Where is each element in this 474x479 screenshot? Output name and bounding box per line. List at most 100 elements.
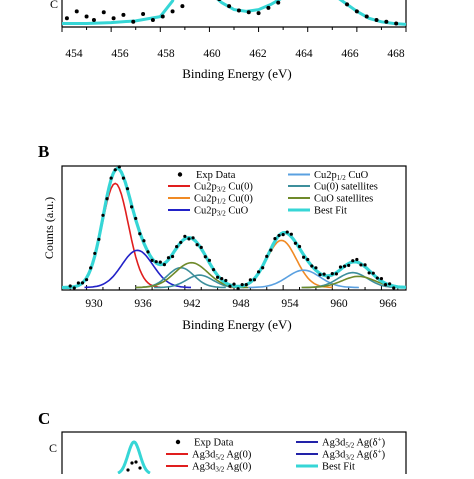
panel-a-exp-point [121,12,126,17]
legend-c-label-ag3d52-agd: Ag3d5/2 Ag(δ+) [322,436,386,450]
panel-b-peak-cu0_32 [70,182,161,288]
panel-b-tick-930: 930 [85,298,103,310]
panel-b-exp-point [130,205,134,209]
legend-c-label-exp-data: Exp Data [194,438,234,449]
panel-c: C C Exp Data Ag3d5/2 Ag(0) Ag3d3/2 Ag(0)… [38,409,407,479]
panel-b-exp-point [388,282,392,286]
panel-b-exp-point [314,266,318,270]
panel-a-exp-point [227,4,232,9]
panel-a-tick-460: 460 [203,48,221,60]
panel-a-best-fit-line [62,0,407,26]
panel-a-tick-466: 466 [341,48,359,60]
panel-c-plot [117,440,151,475]
panel-b-exp-point [236,287,240,291]
legend-label-cuo-satellites: CuO satellites [314,194,373,205]
panel-b-exp-point [297,244,302,249]
panel-b-exp-point [383,283,388,287]
panel-b-exp-point [232,282,236,286]
legend-label-best-fit: Best Fit [314,206,347,217]
panel-b-exp-point [355,257,359,262]
panel-b-exp-point [322,272,326,276]
panel-b-exp-point [72,286,76,290]
panel-a-y-label-fragment: C [50,0,58,11]
panel-b-exp-point [342,264,347,268]
panel-b-tick-942: 942 [183,298,201,310]
panel-b-exp-point [277,233,281,238]
legend-label-exp-data: Exp Data [196,170,236,181]
panel-a-tick-468: 468 [387,48,405,60]
panel-b-exp-point [175,245,179,249]
panel-b-plot [62,165,407,291]
panel-b-exp-point [306,257,310,262]
panel-a-x-ticks: 454 456 458 460 462 464 466 468 [65,48,405,60]
panel-b-exp-point [179,240,183,245]
panel-c-plot-frame [61,431,407,479]
panel-b-exp-point [224,278,228,283]
panel-b-exp-point [199,245,203,250]
panel-b-best-fit-line [62,166,407,290]
panel-b-exp-point [347,263,351,267]
panel-b-exp-point [326,276,330,280]
panel-b-exp-point [293,241,298,245]
panel-b-exp-point [76,281,80,285]
panel-a-exp-point [384,19,389,24]
panel-b-x-ticks: 930 936 942 948 954 960 966 [85,298,397,310]
panel-b-exp-point [93,251,97,256]
panel-c-exp-point [126,468,130,472]
panel-b-exp-point [138,232,142,236]
panel-a-x-label: Binding Energy (eV) [182,66,292,81]
panel-b-exp-point [367,271,371,275]
panel-b-exp-point [330,272,334,276]
panel-b-exp-point [379,277,384,281]
legend-c-marker-exp-data [175,439,181,445]
panel-a-exp-point [276,0,281,5]
panel-a-exp-point [246,10,251,15]
legend-label-cu0-satellites: Cu(0) satellites [314,182,378,193]
panel-a-exp-point [266,5,271,10]
panel-b-tick-966: 966 [379,298,397,310]
panel-a-tick-456: 456 [111,48,129,60]
panel-b-exp-point [228,284,232,288]
panel-b-exp-point [256,270,261,274]
panel-b-exp-point [125,187,130,191]
panel-b-exp-point [117,165,121,169]
panel-b-exp-point [351,259,355,263]
panel-a-exp-point [141,11,146,16]
panel-b-exp-point [248,278,252,282]
panel-c-label: C [38,409,50,428]
panel-b-exp-point [84,278,89,282]
panel-b-exp-point [166,256,171,260]
panel-c-exp-point [134,460,138,464]
panel-a-exp-point [160,14,165,19]
panel-a-exp-point [180,4,185,9]
panel-a-exp-point [170,9,175,14]
panel-a-exp-point [394,21,399,26]
panel-b-exp-point [68,284,72,288]
panel-c-exp-point [130,461,134,465]
panel-b-exp-point [195,243,199,247]
panel-a-exp-point [236,8,241,13]
panel-b-exp-point [273,236,277,241]
panel-b-exp-point [80,281,85,285]
panel-a-exp-point [111,16,116,21]
panel-b-exp-point [207,258,212,262]
panel-a-exp-point [64,16,69,21]
panel-b: B Counts (a.u.) Exp Data Cu2p3/2 Cu(0) C… [38,142,407,332]
legend-label-cu2p32-cu0: Cu2p3/2 Cu(0) [194,182,253,194]
legend-c-label-ag3d32-agd: Ag3d3/2 Ag(δ+) [322,448,386,462]
panel-b-exp-point [310,264,314,268]
legend-marker-exp-data [177,172,183,177]
panel-b-exp-point [392,286,396,290]
panel-b-exp-point [158,260,162,264]
panel-b-exp-point [211,268,216,272]
panel-b-peak-cuo_12 [248,269,359,289]
panel-b-exp-point [146,250,150,254]
panel-b-exp-point [121,176,126,180]
panel-b-exp-point [375,276,379,280]
panel-b-y-label: Counts (a.u.) [42,197,56,259]
panel-b-exp-point [220,277,224,281]
panel-b-exp-point [359,263,363,267]
legend-label-cu2p12-cuo: Cu2p1/2 CuO [314,170,369,182]
panel-b-x-label: Binding Energy (eV) [182,317,292,332]
panel-b-exp-point [338,265,343,269]
